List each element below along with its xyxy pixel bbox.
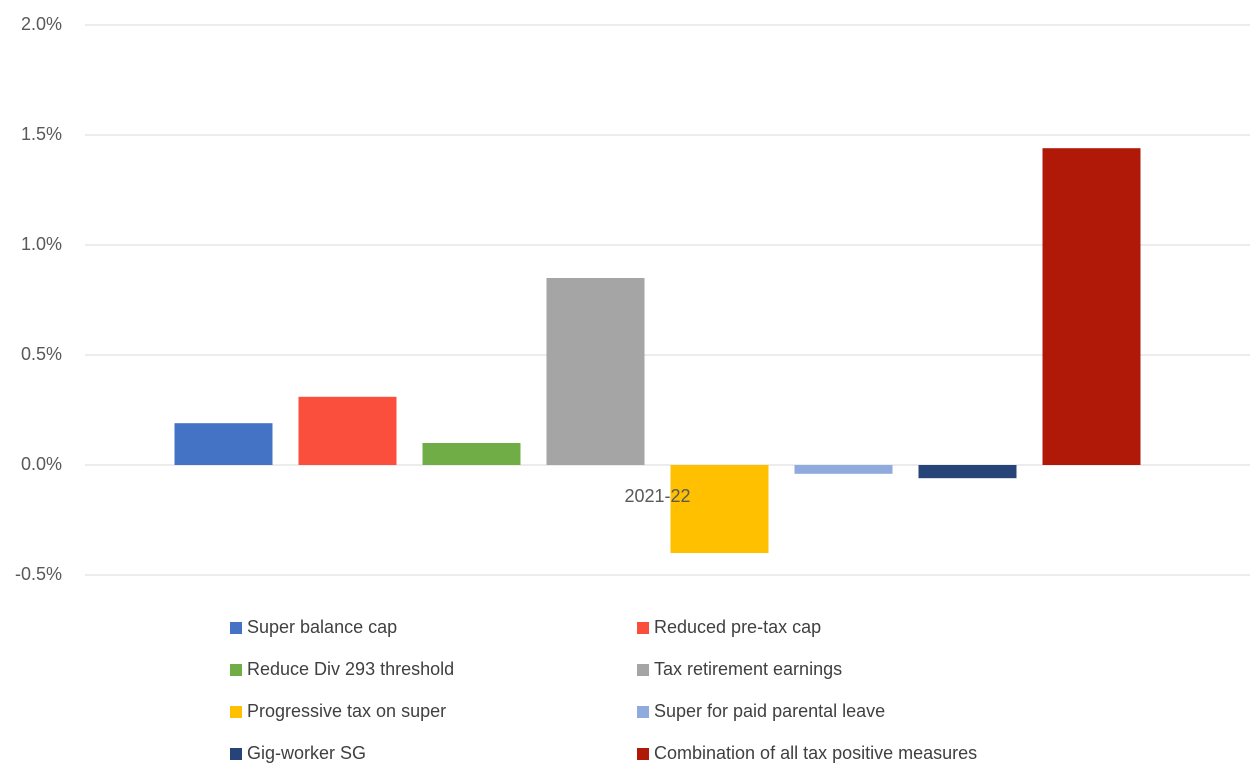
bar	[794, 465, 893, 474]
legend-label: Super for paid parental leave	[654, 701, 885, 721]
legend-swatch	[230, 664, 242, 676]
y-tick-label: 0.5%	[21, 344, 62, 364]
legend-label: Reduced pre-tax cap	[654, 617, 821, 637]
bar	[670, 465, 769, 553]
legend-label: Super balance cap	[247, 617, 397, 637]
legend-swatch	[230, 748, 242, 760]
x-tick-label: 2021-22	[624, 486, 690, 506]
legend-swatch	[637, 748, 649, 760]
bar	[174, 423, 273, 465]
legend-label: Reduce Div 293 threshold	[247, 659, 454, 679]
legend-label: Gig-worker SG	[247, 743, 366, 763]
legend: Super balance cap Reduced pre-tax cap Redu…	[230, 617, 977, 763]
y-tick-label: 2.0%	[21, 14, 62, 34]
bar	[1042, 148, 1141, 465]
legend-swatch	[230, 622, 242, 634]
legend-swatch	[637, 664, 649, 676]
legend-label: Tax retirement earnings	[654, 659, 842, 679]
y-tick-label: -0.5%	[15, 564, 62, 584]
y-tick-label: 1.5%	[21, 124, 62, 144]
legend-swatch	[637, 622, 649, 634]
legend-label: Combination of all tax positive measures	[654, 743, 977, 763]
y-tick-label: 0.0%	[21, 454, 62, 474]
bar	[546, 278, 645, 465]
bar	[422, 443, 521, 465]
bar	[298, 396, 397, 465]
legend-label: Progressive tax on super	[247, 701, 446, 721]
y-tick-label: 1.0%	[21, 234, 62, 254]
legend-swatch	[230, 706, 242, 718]
bar	[918, 465, 1017, 479]
legend-swatch	[637, 706, 649, 718]
